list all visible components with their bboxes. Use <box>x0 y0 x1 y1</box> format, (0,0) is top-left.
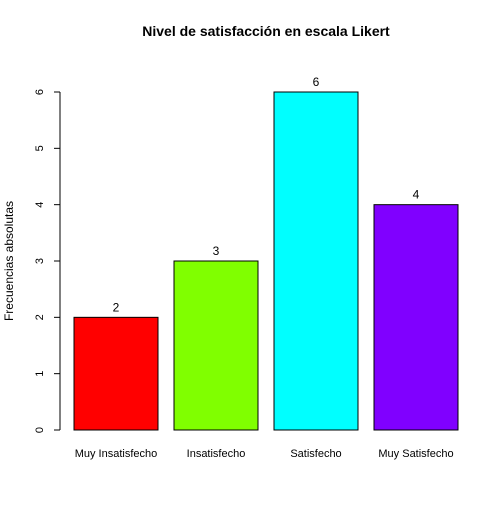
category-label: Muy Insatisfecho <box>75 448 158 460</box>
y-tick-label: 4 <box>34 202 46 208</box>
bar <box>73 316 159 431</box>
category-label: Insatisfecho <box>187 448 246 460</box>
y-tick-label: 1 <box>34 371 46 377</box>
y-tick-label: 0 <box>34 427 46 433</box>
y-tick-label: 6 <box>34 89 46 95</box>
category-label: Satisfecho <box>290 448 341 460</box>
bar <box>373 204 459 431</box>
y-tick-label: 3 <box>34 258 46 264</box>
data-label: 3 <box>213 244 220 258</box>
y-axis-label: Frecuencias absolutas <box>2 201 16 321</box>
bars: 2 Muy Insatisfecho 3 Insatisfecho 6 Satisfech… <box>73 75 459 460</box>
data-label: 6 <box>313 75 320 89</box>
data-label: 2 <box>113 300 120 314</box>
chart-title: Nivel de satisfacción en escala Likert <box>142 23 390 39</box>
category-label: Muy Satisfecho <box>378 448 453 460</box>
data-label: 4 <box>413 188 420 202</box>
bar <box>173 260 259 431</box>
bar <box>273 91 359 431</box>
y-axis: 0 1 2 3 4 5 6 <box>34 89 61 433</box>
y-tick-label: 5 <box>34 145 46 151</box>
y-tick-label: 2 <box>34 314 46 320</box>
